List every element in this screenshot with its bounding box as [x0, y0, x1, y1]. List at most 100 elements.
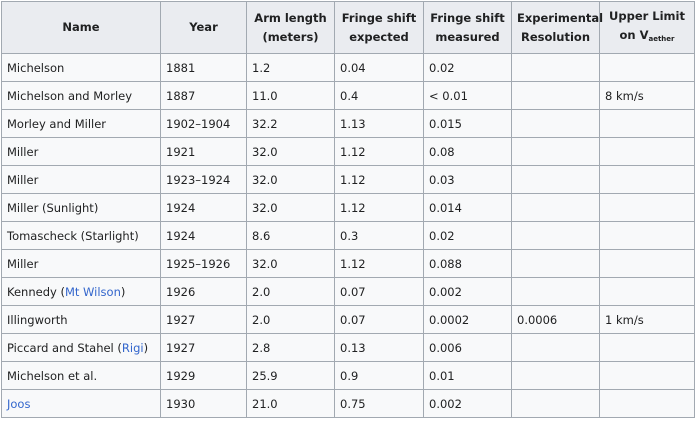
name-text: Kennedy ( — [7, 284, 65, 299]
table-row: Morley and Miller 1902–1904 32.2 1.13 0.015 — [1, 109, 695, 138]
upper-limit-cell — [599, 389, 695, 418]
name-cell: Kennedy (Mt Wilson) — [1, 277, 161, 306]
resolution-cell — [511, 137, 600, 166]
column-header-name[interactable]: Name — [1, 1, 161, 54]
upper-limit-cell: 1 km/s — [599, 305, 695, 334]
upper-limit-cell — [599, 53, 695, 82]
arm-length-cell: 32.2 — [246, 109, 335, 138]
resolution-cell — [511, 221, 600, 250]
upper-limit-cell — [599, 137, 695, 166]
name-cell: Miller — [1, 165, 161, 194]
year-cell: 1925–1926 — [160, 249, 247, 278]
column-header-year[interactable]: Year — [160, 1, 247, 54]
table-row: Miller 1921 32.0 1.12 0.08 — [1, 137, 695, 166]
name-cell: Joos — [1, 389, 161, 418]
resolution-cell — [511, 361, 600, 390]
year-cell: 1881 — [160, 53, 247, 82]
name-cell: Illingworth — [1, 305, 161, 334]
table-row: Illingworth 1927 2.0 0.07 0.0002 0.0006 1 km/s — [1, 305, 695, 334]
resolution-cell — [511, 81, 600, 110]
year-cell: 1887 — [160, 81, 247, 110]
resolution-cell — [511, 193, 600, 222]
upper-limit-cell — [599, 193, 695, 222]
column-header-arm-length[interactable]: Arm length (meters) — [246, 1, 335, 54]
fringe-expected-cell: 0.07 — [334, 305, 424, 334]
table-row: Michelson and Morley 1887 11.0 0.4 < 0.01 8 k… — [1, 81, 695, 110]
upper-limit-cell: 8 km/s — [599, 81, 695, 110]
table-row: Miller (Sunlight) 1924 32.0 1.12 0.014 — [1, 193, 695, 222]
resolution-cell — [511, 249, 600, 278]
arm-length-cell: 2.0 — [246, 305, 335, 334]
table-row: Tomascheck (Starlight) 1924 8.6 0.3 0.02 — [1, 221, 695, 250]
fringe-expected-cell: 1.12 — [334, 193, 424, 222]
upper-limit-cell — [599, 109, 695, 138]
arm-length-cell: 25.9 — [246, 361, 335, 390]
table-body: Michelson 1881 1.2 0.04 0.02 Michelson and Mo… — [1, 53, 695, 418]
name-text: Piccard and Stahel ( — [7, 340, 122, 355]
table-row: Michelson et al. 1929 25.9 0.9 0.01 — [1, 361, 695, 390]
arm-length-cell: 32.0 — [246, 193, 335, 222]
name-cell: Michelson et al. — [1, 361, 161, 390]
table-row: Piccard and Stahel (Rigi) 1927 2.8 0.13 0.00… — [1, 333, 695, 362]
column-header-fringe-expected[interactable]: Fringe shift expected — [334, 1, 424, 54]
table-row: Miller 1923–1924 32.0 1.12 0.03 — [1, 165, 695, 194]
fringe-expected-cell: 1.13 — [334, 109, 424, 138]
resolution-cell — [511, 333, 600, 362]
resolution-cell — [511, 277, 600, 306]
upper-limit-cell — [599, 249, 695, 278]
table-row: Joos 1930 21.0 0.75 0.002 — [1, 389, 695, 418]
fringe-expected-cell: 1.12 — [334, 165, 424, 194]
resolution-cell — [511, 165, 600, 194]
name-cell: Tomascheck (Starlight) — [1, 221, 161, 250]
resolution-cell — [511, 109, 600, 138]
fringe-expected-cell: 1.12 — [334, 249, 424, 278]
fringe-expected-cell: 0.75 — [334, 389, 424, 418]
year-cell: 1924 — [160, 221, 247, 250]
name-cell: Michelson and Morley — [1, 81, 161, 110]
fringe-measured-cell: 0.03 — [423, 165, 512, 194]
year-cell: 1902–1904 — [160, 109, 247, 138]
column-header-resolution[interactable]: Experimental Resolution — [511, 1, 603, 54]
fringe-measured-cell: 0.08 — [423, 137, 512, 166]
name-cell: Morley and Miller — [1, 109, 161, 138]
upper-limit-cell — [599, 333, 695, 362]
year-cell: 1923–1924 — [160, 165, 247, 194]
fringe-measured-cell: 0.014 — [423, 193, 512, 222]
name-link[interactable]: Rigi — [121, 340, 144, 355]
fringe-measured-cell: 0.02 — [423, 53, 512, 82]
table-row: Michelson 1881 1.2 0.04 0.02 — [1, 53, 695, 82]
year-cell: 1927 — [160, 305, 247, 334]
upper-limit-cell — [599, 165, 695, 194]
table-row: Miller 1925–1926 32.0 1.12 0.088 — [1, 249, 695, 278]
arm-length-cell: 8.6 — [246, 221, 335, 250]
fringe-expected-cell: 0.9 — [334, 361, 424, 390]
resolution-cell — [511, 389, 600, 418]
name-cell: Miller — [1, 137, 161, 166]
arm-length-cell: 2.0 — [246, 277, 335, 306]
fringe-expected-cell: 0.13 — [334, 333, 424, 362]
upper-limit-cell — [599, 221, 695, 250]
year-cell: 1926 — [160, 277, 247, 306]
column-header-upper-limit[interactable]: Upper Limit on Vaether — [599, 1, 695, 54]
upper-limit-cell — [599, 361, 695, 390]
fringe-measured-cell: 0.02 — [423, 221, 512, 250]
upper-limit-cell — [599, 277, 695, 306]
fringe-measured-cell: 0.0002 — [423, 305, 512, 334]
name-cell: Miller — [1, 249, 161, 278]
name-link[interactable]: Mt Wilson — [64, 284, 121, 299]
column-header-fringe-measured[interactable]: Fringe shift measured — [423, 1, 512, 54]
fringe-measured-cell: 0.002 — [423, 389, 512, 418]
arm-length-cell: 32.0 — [246, 137, 335, 166]
name-text: ) — [120, 284, 126, 299]
fringe-expected-cell: 0.07 — [334, 277, 424, 306]
arm-length-cell: 11.0 — [246, 81, 335, 110]
fringe-measured-cell: < 0.01 — [423, 81, 512, 110]
year-cell: 1924 — [160, 193, 247, 222]
year-cell: 1930 — [160, 389, 247, 418]
fringe-expected-cell: 1.12 — [334, 137, 424, 166]
fringe-measured-cell: 0.015 — [423, 109, 512, 138]
arm-length-cell: 32.0 — [246, 165, 335, 194]
name-link[interactable]: Joos — [7, 396, 31, 411]
resolution-cell: 0.0006 — [511, 305, 600, 334]
